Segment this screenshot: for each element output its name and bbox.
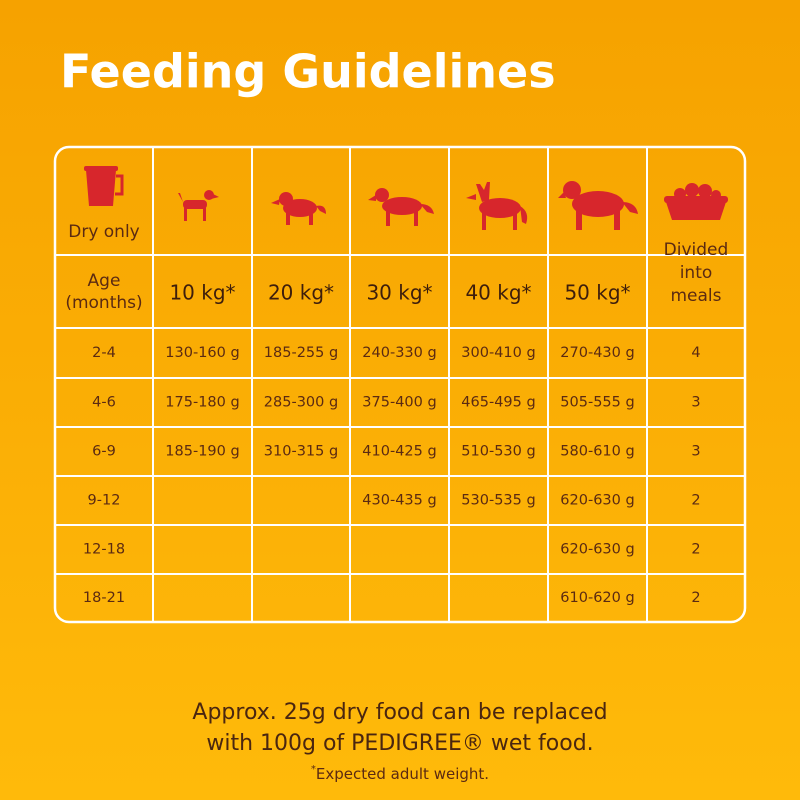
dog-icon-20kg: [271, 192, 326, 225]
amount-cell: 175-180 g: [165, 395, 239, 411]
weight-header: 50 kg*: [564, 281, 630, 305]
amount-cell: 580-610 g: [560, 444, 634, 460]
age-cell: 9-12: [88, 493, 121, 509]
bowl-icon: [664, 183, 728, 220]
age-cell: 18-21: [83, 590, 125, 606]
amount-cell: 185-255 g: [264, 345, 338, 361]
footnote-text: Expected adult weight.: [316, 765, 489, 783]
meals-cell: 2: [691, 493, 700, 509]
footnote-mark: *: [311, 764, 316, 775]
footer-line: Approx. 25g dry food can be replaced: [192, 700, 607, 725]
weight-header: 30 kg*: [366, 281, 432, 305]
meals-header: Divided: [664, 240, 729, 260]
icons: [84, 166, 728, 230]
footer-line: with 100g of PEDIGREE® wet food.: [206, 731, 593, 756]
age-cell: 4-6: [92, 395, 116, 411]
amount-cell: 465-495 g: [461, 395, 535, 411]
amount-cell: 620-630 g: [560, 493, 634, 509]
dog-icon-10kg: [178, 190, 219, 221]
cup-icon: [84, 166, 124, 206]
meals-cell: 4: [691, 345, 700, 361]
amount-cell: 285-300 g: [264, 395, 338, 411]
amount-cell: 300-410 g: [461, 345, 535, 361]
meals-header: meals: [670, 286, 721, 306]
amount-cell: 130-160 g: [165, 345, 239, 361]
amount-cell: 510-530 g: [461, 444, 535, 460]
amount-cell: 610-620 g: [560, 590, 634, 606]
age-header: Age: [88, 271, 121, 291]
dog-icon-40kg: [466, 182, 528, 230]
amount-cell: 375-400 g: [362, 395, 436, 411]
amount-cell: 505-555 g: [560, 395, 634, 411]
footnote: *Expected adult weight.: [311, 764, 489, 783]
amount-cell: 270-430 g: [560, 345, 634, 361]
meals-cell: 3: [691, 395, 700, 411]
amount-cell: 530-535 g: [461, 493, 535, 509]
age-cell: 12-18: [83, 542, 125, 558]
amount-cell: 240-330 g: [362, 345, 436, 361]
amount-cell: 430-435 g: [362, 493, 436, 509]
amount-cell: 410-425 g: [362, 444, 436, 460]
dog-icon-30kg: [368, 188, 434, 226]
weight-header: 20 kg*: [268, 281, 334, 305]
table-border: [53, 145, 747, 624]
weight-header: 40 kg*: [465, 281, 531, 305]
meals-cell: 3: [691, 444, 700, 460]
age-cell: 2-4: [92, 345, 116, 361]
dry-only-label: Dry only: [68, 222, 140, 242]
amount-cell: 185-190 g: [165, 444, 239, 460]
meals-header: into: [680, 263, 713, 283]
meals-cell: 2: [691, 590, 700, 606]
meals-cell: 2: [691, 542, 700, 558]
amount-cell: 620-630 g: [560, 542, 634, 558]
weight-header: 10 kg*: [169, 281, 235, 305]
dog-icon-50kg: [558, 181, 638, 230]
age-cell: 6-9: [92, 444, 116, 460]
age-header: (months): [65, 293, 142, 313]
table: Dry only Age(months) 10 kg* 20 kg* 30 kg* 40 …: [53, 145, 747, 624]
amount-cell: 310-315 g: [264, 444, 338, 460]
title: Feeding Guidelines: [60, 45, 556, 99]
